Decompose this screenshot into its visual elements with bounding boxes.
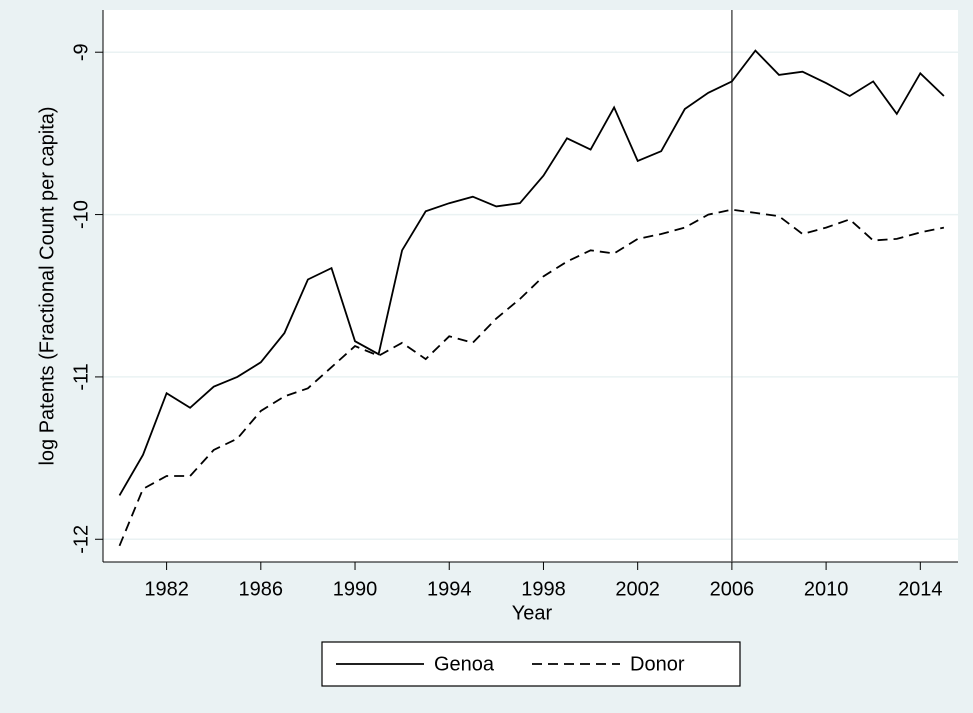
y-tick-label: -12 <box>70 525 92 554</box>
legend-label: Donor <box>630 653 685 675</box>
x-tick-label: 1998 <box>521 578 566 600</box>
x-tick-label: 2002 <box>615 578 660 600</box>
series-line <box>118 49 945 496</box>
plot-area <box>103 10 958 562</box>
x-tick-label: 1994 <box>427 578 472 600</box>
y-tick-label: -10 <box>70 200 92 229</box>
x-tick-label: 2006 <box>710 578 755 600</box>
x-axis-label: Year <box>512 602 553 624</box>
legend-label: Genoa <box>434 653 495 675</box>
x-tick-label: 1982 <box>144 578 189 600</box>
x-tick-label: 2014 <box>898 578 943 600</box>
series-line <box>118 208 945 547</box>
x-tick-label: 1986 <box>239 578 284 600</box>
x-tick-label: 1990 <box>333 578 378 600</box>
y-tick-label: -11 <box>70 363 92 390</box>
y-axis-label: log Patents (Fractional Count per capita… <box>36 106 58 465</box>
x-tick-label: 2010 <box>804 578 849 600</box>
y-tick-label: -9 <box>70 43 92 61</box>
